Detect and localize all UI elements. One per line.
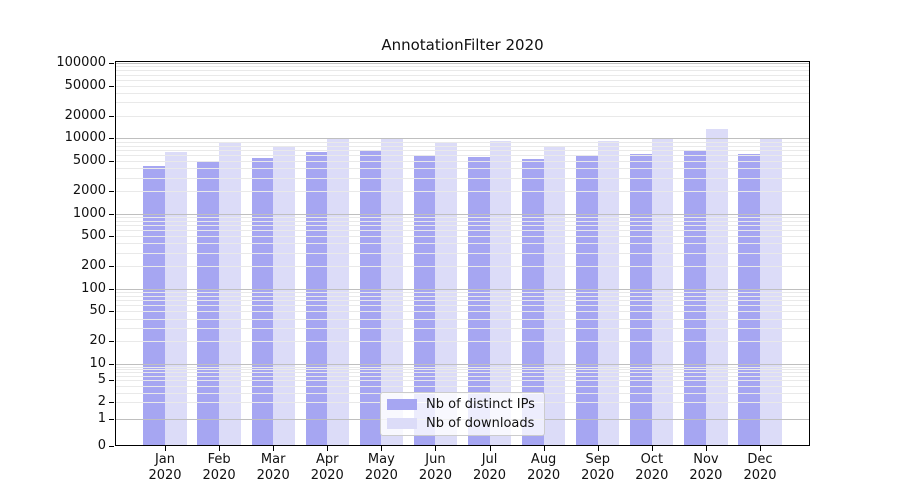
legend-swatch-downloads [387, 418, 417, 429]
bar-distinct-ips [305, 151, 328, 446]
y-tick-mark [109, 341, 114, 343]
y-tick-mark [109, 85, 114, 87]
y-tick-label: 20000 [64, 107, 106, 123]
bar-distinct-ips [197, 161, 220, 446]
y-tick-label: 0 [97, 438, 106, 453]
bar-downloads [273, 145, 295, 446]
y-tick-mark [109, 236, 114, 238]
x-tick-label: Oct 2020 [635, 452, 669, 483]
bar-downloads [543, 145, 566, 446]
bar-distinct-ips [576, 155, 598, 446]
bar-downloads [327, 138, 349, 446]
y-tick-label: 1000 [72, 205, 106, 221]
y-tick-label: 50 [89, 303, 106, 319]
x-tick-label: May 2020 [364, 452, 398, 483]
y-tick-mark [109, 63, 114, 64]
y-tick-label: 2 [97, 394, 106, 410]
y-tick-mark [109, 418, 114, 420]
legend: Nb of distinct IPs Nb of downloads [380, 392, 545, 436]
x-tick-mark [381, 446, 383, 451]
legend-label: Nb of distinct IPs [426, 397, 535, 412]
bar-distinct-ips [630, 154, 652, 446]
y-tick-label: 5 [97, 372, 106, 388]
y-tick-mark [109, 364, 114, 365]
bar-downloads [381, 138, 403, 446]
legend-row: Nb of distinct IPs [387, 397, 544, 413]
x-tick-mark [705, 446, 707, 451]
y-tick-mark [109, 160, 114, 162]
bar-downloads [597, 140, 620, 446]
y-tick-mark [109, 266, 114, 268]
y-tick-label: 20 [89, 333, 106, 349]
y-tick-label: 50000 [64, 77, 106, 93]
x-tick-label: Apr 2020 [310, 452, 344, 483]
y-tick-label: 10 [89, 356, 106, 371]
x-tick-mark [597, 446, 599, 451]
legend-label: Nb of downloads [426, 416, 535, 431]
x-tick-label: Dec 2020 [743, 452, 777, 483]
y-tick-mark [109, 138, 114, 140]
bar-downloads [651, 137, 674, 446]
x-tick-mark [327, 446, 329, 451]
y-tick-label: 200 [81, 258, 106, 274]
bar-distinct-ips [143, 165, 165, 446]
bar-distinct-ips [684, 149, 706, 446]
y-tick-label: 5000 [72, 152, 106, 168]
plot-area [115, 61, 810, 446]
x-tick-label: Mar 2020 [256, 452, 290, 483]
x-tick-mark [489, 446, 491, 451]
y-tick-label: 500 [81, 228, 106, 244]
bar-distinct-ips [251, 158, 274, 446]
y-tick-label: 2000 [72, 182, 106, 198]
x-tick-mark [543, 446, 545, 451]
x-tick-label: Sep 2020 [581, 452, 615, 483]
x-tick-mark [651, 446, 653, 451]
y-tick-mark [109, 213, 114, 215]
y-tick-label: 100000 [56, 55, 106, 70]
x-tick-label: Jul 2020 [472, 452, 507, 483]
bar-distinct-ips [467, 157, 490, 446]
y-tick-mark [109, 288, 114, 290]
y-tick-mark [109, 380, 114, 382]
x-tick-label: Jun 2020 [418, 452, 452, 483]
x-tick-label: Nov 2020 [689, 452, 723, 483]
legend-swatch-distinct-ips [387, 399, 417, 410]
x-tick-mark [165, 446, 166, 451]
x-tick-mark [435, 446, 437, 451]
x-tick-mark [219, 446, 221, 451]
bar-downloads [760, 138, 782, 446]
y-tick-label: 100 [81, 280, 106, 296]
bars-layer [115, 61, 810, 446]
x-tick-mark [760, 446, 761, 451]
y-tick-mark [109, 115, 114, 117]
bar-distinct-ips [738, 154, 760, 446]
x-tick-label: Jan 2020 [148, 452, 182, 483]
bar-downloads [705, 128, 728, 446]
y-tick-mark [109, 311, 114, 313]
bar-distinct-ips [359, 150, 382, 446]
y-tick-mark [109, 402, 114, 404]
y-tick-mark [109, 446, 114, 447]
x-tick-label: Aug 2020 [527, 452, 561, 483]
legend-row: Nb of downloads [387, 416, 544, 432]
x-tick-label: Feb 2020 [202, 452, 236, 483]
bar-downloads [219, 142, 241, 446]
y-tick-mark [109, 190, 114, 192]
y-tick-label: 10000 [64, 130, 106, 146]
y-tick-label: 1 [97, 410, 106, 426]
x-tick-mark [273, 446, 275, 451]
bar-downloads [165, 151, 187, 446]
chart-title: AnnotationFilter 2020 [381, 36, 544, 54]
